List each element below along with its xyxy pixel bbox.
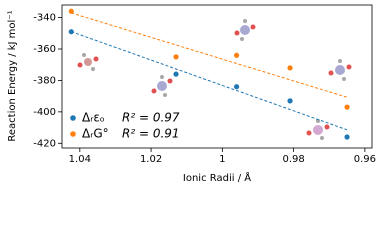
- x-tick-label: 0.98: [282, 154, 304, 165]
- point: [344, 104, 350, 110]
- plot-frame: [61, 4, 373, 149]
- y-tick-label: -360: [33, 44, 56, 55]
- legend-annotation: R² = 0.91: [122, 127, 180, 141]
- legend-annotation: R² = 0.97: [122, 111, 180, 125]
- trend-line: [71, 31, 348, 131]
- y-axis-label: Reaction Energy / kJ mol⁻¹: [7, 10, 18, 141]
- y-tick-label: -400: [33, 107, 56, 118]
- legend-marker: [70, 115, 76, 121]
- legend-label: ΔᵣG°: [82, 127, 109, 141]
- y-tick-label: -340: [33, 13, 56, 24]
- x-tick-label: 1.04: [69, 154, 91, 165]
- x-tick-label: 1.02: [140, 154, 162, 165]
- point: [68, 8, 74, 14]
- trend-line: [71, 12, 348, 98]
- point: [287, 65, 293, 71]
- legend-label: Δᵣεₒ: [82, 111, 105, 125]
- point: [173, 54, 179, 60]
- chart: Ionic Radii / Å Reaction Energy / kJ mol…: [7, 4, 376, 184]
- legend-marker: [70, 131, 76, 137]
- point: [233, 52, 240, 58]
- y-tick-label: -380: [33, 75, 56, 86]
- x-tick-label: 0.96: [354, 154, 376, 165]
- point: [68, 29, 74, 35]
- x-tick-label: 1: [219, 154, 225, 165]
- point: [344, 134, 350, 140]
- y-tick-label: -420: [33, 138, 56, 149]
- point: [233, 84, 240, 90]
- x-axis-label: Ionic Radii / Å: [183, 171, 251, 184]
- point: [287, 98, 293, 104]
- molecule-images: [77, 19, 352, 140]
- point: [173, 71, 179, 77]
